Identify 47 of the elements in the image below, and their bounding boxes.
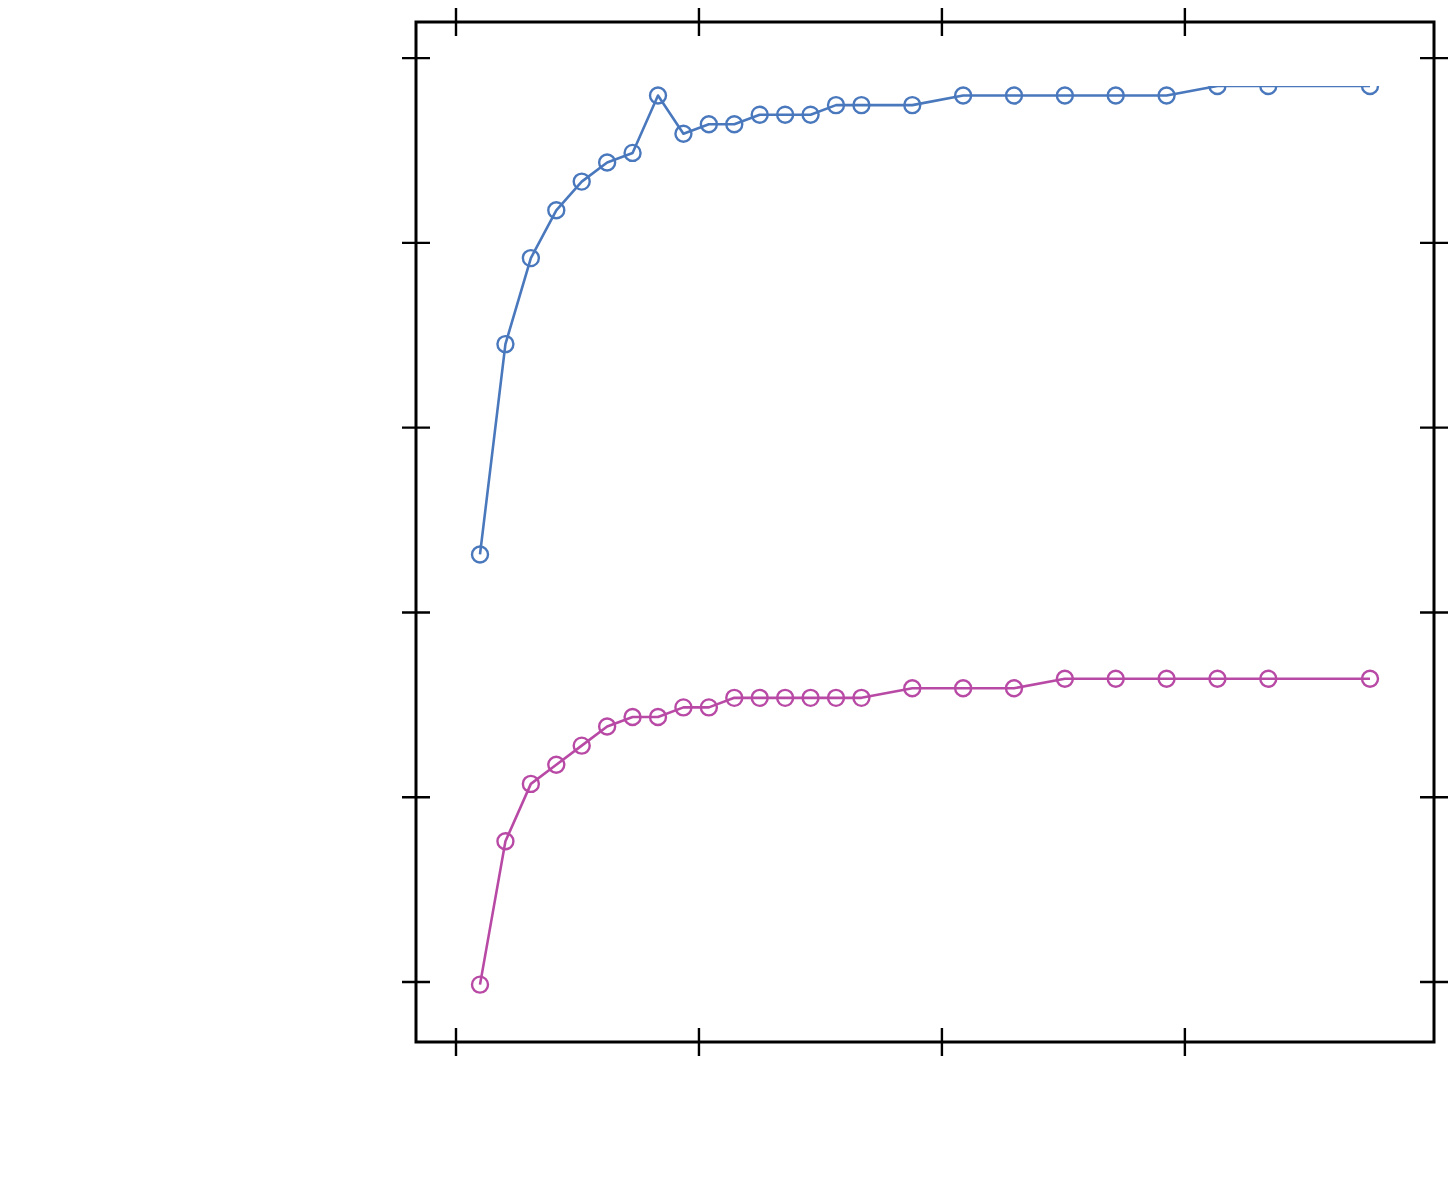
point: [1106, 86, 1125, 105]
point: [826, 95, 846, 115]
point: [496, 334, 515, 354]
point: [648, 86, 668, 105]
point: [1360, 669, 1380, 688]
point: [547, 755, 566, 774]
point: [1157, 86, 1176, 105]
point: [699, 698, 719, 717]
point: [1004, 86, 1024, 105]
point: [801, 105, 820, 124]
point: [1259, 669, 1278, 688]
point: [775, 688, 795, 708]
point: [496, 832, 515, 851]
point: [852, 95, 871, 115]
point: [826, 688, 846, 708]
point: [470, 975, 490, 994]
point: [801, 688, 820, 708]
point: [648, 707, 668, 727]
point: [953, 679, 973, 698]
point: [953, 86, 973, 105]
point: [674, 124, 693, 143]
point: [903, 95, 922, 115]
point: [623, 143, 642, 163]
point: [572, 172, 591, 191]
point: [623, 707, 642, 727]
point: [470, 545, 490, 564]
point: [1208, 669, 1227, 688]
point: [1157, 669, 1176, 688]
point: [725, 115, 744, 134]
point: [1004, 679, 1024, 698]
point: [725, 688, 744, 708]
point: [699, 115, 719, 134]
point: [547, 201, 566, 220]
point: [775, 105, 795, 124]
point: [1055, 86, 1075, 105]
point: [750, 688, 769, 708]
point: [1055, 669, 1075, 688]
point: [674, 698, 693, 717]
point: [1106, 669, 1125, 688]
point: [521, 248, 541, 268]
point: [750, 105, 769, 124]
point: [597, 717, 617, 736]
point: [597, 153, 617, 172]
point: [521, 774, 541, 794]
point: [572, 736, 591, 755]
point: [903, 679, 922, 698]
point: [852, 688, 871, 708]
